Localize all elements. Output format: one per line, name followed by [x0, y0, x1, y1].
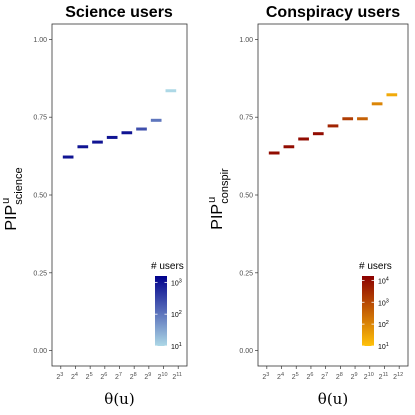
x-tick-label: 24 [277, 372, 284, 381]
y-axis-label: PIPuscience [0, 167, 25, 230]
legend: # users 103 102 101 [151, 261, 184, 351]
y-tick-label: 0.00 [33, 348, 47, 355]
x-tick-label: 210 [364, 372, 374, 381]
x-tick-label: 211 [172, 372, 182, 381]
x-tick-label: 212 [393, 372, 403, 381]
y-tick-label: 0.25 [239, 270, 253, 277]
legend-label: 101 [378, 342, 389, 351]
y-axis-label: PIPuconspir [206, 168, 231, 230]
y-tick-label: 0.75 [239, 115, 253, 122]
legend-label: 101 [171, 342, 182, 351]
legend-label: 102 [378, 320, 389, 329]
x-axis-label: θ(u) [104, 390, 134, 408]
legend-title: # users [151, 261, 184, 272]
panel-border [257, 23, 409, 367]
x-tick-label: 25 [292, 372, 299, 381]
x-tick-label: 29 [351, 372, 358, 381]
legend-colorbar [155, 276, 167, 346]
x-tick-label: 27 [321, 372, 328, 381]
legend-label: 104 [378, 276, 389, 285]
legend: # users 104 103 102 101 [359, 261, 392, 351]
panel-conspiracy: Conspiracy users 0.00 0.25 0.50 0.75 1.00 23 24… [206, 4, 409, 408]
x-tick-label: 28 [130, 372, 137, 381]
y-tick-label: 1.00 [239, 37, 253, 44]
y-tick-label: 0.50 [239, 193, 253, 200]
y-tick-label: 0.00 [239, 348, 253, 355]
y-tick-label: 0.25 [33, 270, 47, 277]
x-tick-label: 210 [158, 372, 168, 381]
panel-title: Conspiracy users [266, 4, 400, 21]
x-tick-label: 27 [115, 372, 122, 381]
x-tick-label: 24 [71, 372, 78, 381]
panel-science: Science users 0.00 0.25 0.50 0.75 1.00 23 24 25 2… [0, 4, 188, 408]
y-tick-label: 0.75 [33, 115, 47, 122]
y-tick-label: 1.00 [33, 37, 47, 44]
panel-title: Science users [65, 4, 173, 21]
x-tick-label: 26 [306, 372, 313, 381]
x-tick-label: 23 [56, 372, 63, 381]
legend-label: 103 [171, 278, 182, 287]
x-tick-label: 29 [144, 372, 151, 381]
legend-label: 102 [171, 310, 182, 319]
x-tick-label: 26 [100, 372, 107, 381]
x-tick-label: 25 [86, 372, 93, 381]
legend-title: # users [359, 261, 392, 272]
x-tick-label: 23 [262, 372, 269, 381]
legend-colorbar [362, 276, 374, 346]
x-tick-label: 28 [336, 372, 343, 381]
y-tick-label: 0.50 [33, 193, 47, 200]
x-axis-label: θ(u) [318, 390, 348, 408]
x-tick-label: 211 [379, 372, 389, 381]
legend-label: 103 [378, 298, 389, 307]
